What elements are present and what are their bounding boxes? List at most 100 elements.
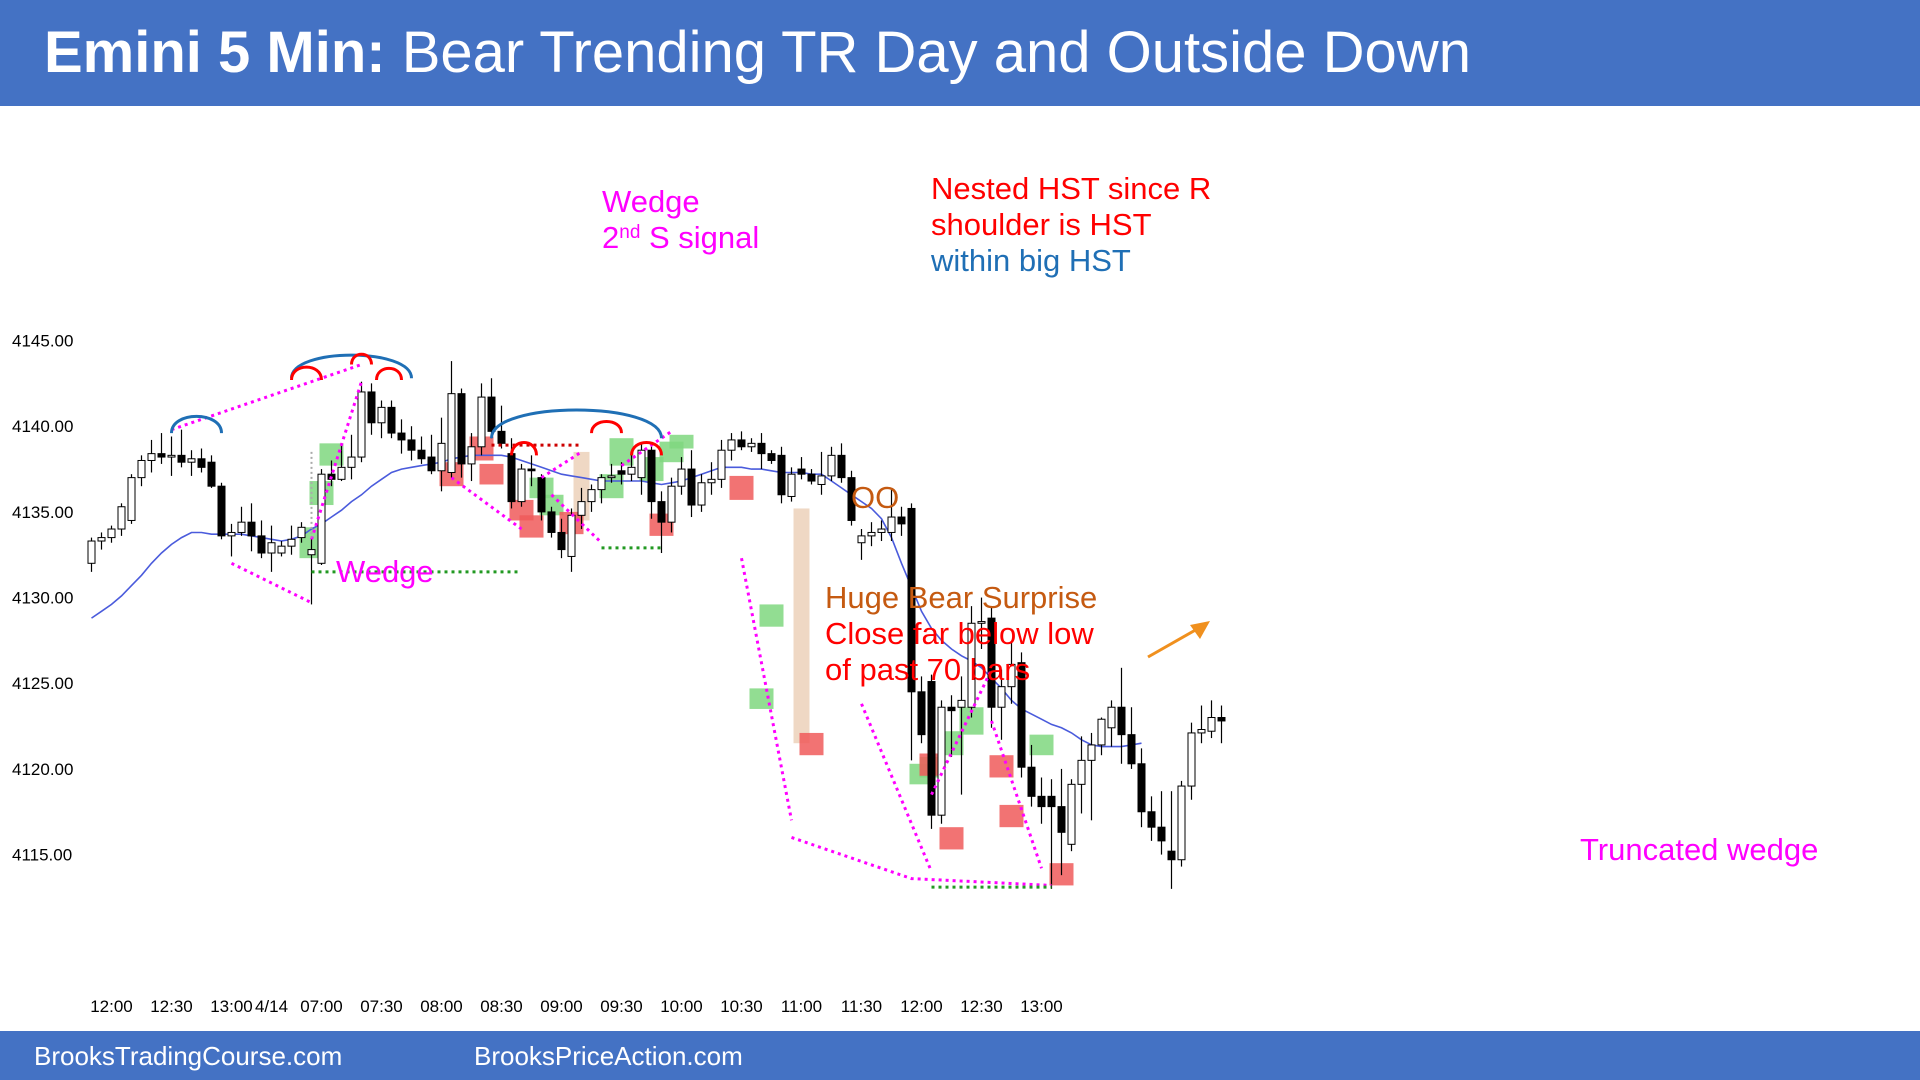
candle-body: [407, 439, 416, 451]
candle-body: [637, 449, 646, 479]
annotation-text: Close far below low: [825, 616, 1094, 651]
candle-body: [277, 545, 286, 554]
x-tick-label: 12:00: [900, 997, 943, 1016]
candle-body: [667, 485, 676, 523]
candle-body: [817, 475, 826, 485]
candle-body: [867, 531, 876, 537]
candle-body: [1107, 706, 1116, 729]
x-tick-label: 12:30: [150, 997, 193, 1016]
x-tick-label: 09:00: [540, 997, 583, 1016]
candle-body: [1097, 718, 1106, 746]
candle-body: [927, 681, 936, 816]
candle-body: [267, 542, 276, 554]
y-tick-label: 4130.00: [12, 589, 73, 608]
annotation-text: 2nd S signal: [602, 220, 759, 255]
candle-body: [887, 516, 896, 533]
candle-body: [967, 622, 976, 708]
candle-body: [187, 458, 196, 463]
candle-body: [227, 531, 236, 537]
candle-body: [507, 453, 516, 503]
shaded-bar: [793, 508, 810, 744]
candle-body: [477, 396, 486, 448]
truncated-wedge-bottom: [791, 836, 1052, 887]
arrow-head: [1190, 621, 1210, 639]
candle-body: [957, 699, 966, 708]
candle-body: [897, 516, 906, 525]
annotation-text: within big HST: [930, 243, 1131, 278]
candles: [87, 361, 1226, 889]
oo-line-fall: [550, 493, 603, 544]
x-tick-label: 09:30: [600, 997, 643, 1016]
candle-body: [437, 442, 446, 472]
y-tick-label: 4120.00: [12, 760, 73, 779]
candle-body: [157, 453, 166, 458]
blue-hst-arc: [170, 414, 223, 434]
x-tick-label: 08:00: [420, 997, 463, 1016]
candle-body: [1017, 662, 1026, 768]
footer-right: BrooksPriceAction.com: [474, 1041, 743, 1071]
sell-signal-box: [989, 755, 1014, 778]
x-tick-label: 12:00: [90, 997, 133, 1016]
x-tick-label: 11:30: [841, 997, 882, 1016]
sell-signal-box: [479, 463, 504, 485]
candle-body: [687, 468, 696, 506]
candle-body: [787, 473, 796, 497]
annotation-text: OO: [851, 480, 899, 515]
wedge-line-fall: [450, 476, 523, 531]
candle-body: [1207, 717, 1216, 732]
bull-line: [620, 430, 673, 467]
blue-hst-arc: [490, 408, 663, 439]
candle-body: [497, 430, 506, 444]
candle-body: [1057, 806, 1066, 833]
wedge-line-bottom: [230, 561, 313, 605]
bear-channel-line: [740, 557, 793, 821]
page-title: Emini 5 Min: Bear Trending TR Day and Ou…: [44, 20, 1471, 86]
candle-body: [987, 617, 996, 708]
x-tick-label: 12:30: [960, 997, 1003, 1016]
candle-body: [857, 535, 866, 544]
candle-body: [1197, 729, 1206, 734]
candle-body: [537, 477, 546, 513]
candle-body: [907, 507, 916, 693]
channel-fall-2: [990, 720, 1043, 869]
candle-body: [747, 442, 756, 448]
candle-body: [1027, 766, 1036, 797]
ema-line: [91, 454, 1142, 748]
candle-body: [417, 449, 426, 460]
candle-body: [677, 468, 686, 487]
candle-body: [947, 706, 956, 712]
y-tick-label: 4115.00: [12, 846, 72, 865]
candle-body: [127, 477, 136, 521]
candle-body: [177, 454, 186, 463]
annotation-text: Truncated wedge: [1580, 832, 1818, 867]
x-tick-label: 08:30: [480, 997, 523, 1016]
sell-signal-box: [799, 732, 824, 756]
red-hst-arc: [630, 441, 663, 456]
candle-body: [1077, 759, 1086, 785]
buy-signal-box: [319, 443, 344, 466]
candle-body: [797, 468, 806, 475]
candle-body: [647, 449, 656, 503]
red-hst-arc: [375, 366, 403, 381]
sell-signal-box: [519, 515, 544, 538]
candle-body: [487, 396, 496, 432]
y-tick-label: 4135.00: [12, 503, 73, 522]
candle-body: [527, 468, 536, 472]
buy-signal-box: [759, 604, 784, 627]
candle-body: [547, 511, 556, 533]
candle-body: [617, 470, 626, 475]
candle-body: [627, 466, 636, 475]
candlestick-chart: 4145.00 4140.00 4135.00 4130.00 4125.00 4120.…: [12, 171, 1818, 1016]
channel-rise: [930, 668, 993, 796]
candle-body: [1127, 734, 1136, 765]
annotation-text: Wedge: [602, 184, 700, 219]
annotation-text: shoulder is HST: [931, 207, 1152, 242]
x-tick-label: 11:00: [781, 997, 822, 1016]
candle-body: [347, 456, 356, 468]
candle-body: [1087, 744, 1096, 761]
candle-body: [217, 485, 226, 537]
title-rest: Bear Trending TR Day and Outside Down: [385, 20, 1471, 85]
candle-body: [247, 521, 256, 537]
candle-body: [767, 453, 776, 461]
